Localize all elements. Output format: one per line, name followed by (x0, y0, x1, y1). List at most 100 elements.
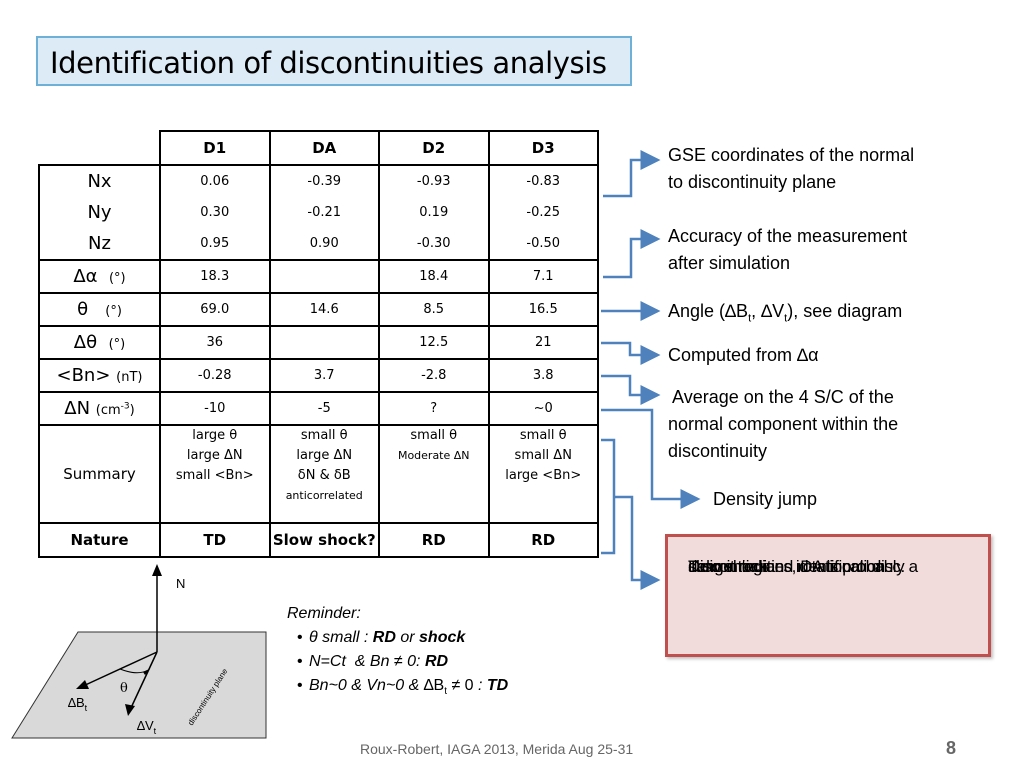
reminder-block: Reminder: θ small : RD or shock N=Ct & B… (287, 602, 508, 704)
nature-d2: RD (378, 522, 490, 558)
note-angle-sub1: t (748, 312, 752, 325)
arrow-accuracy (603, 229, 661, 279)
bn-unit: (nT) (116, 370, 143, 385)
cell-ny-da: -0.21 (268, 197, 380, 228)
summary-d1-line1: large θ (192, 428, 238, 443)
cell-dalpha-da (268, 260, 380, 294)
summary-da-line1: small θ (300, 428, 348, 443)
note-computed: Computed from ∆α (668, 345, 819, 365)
note-gse-line1: GSE coordinates of the normal (668, 145, 915, 165)
summary-d1-line3: small <Bn> (175, 468, 254, 483)
reminder-item2-b: RD (424, 653, 449, 670)
cell-bn-d1: -0.28 (159, 359, 271, 393)
reminder-item1-c: or (395, 629, 420, 646)
note-angle-suffix: ), see diagram (787, 301, 903, 321)
summary-d1-line2: large ΔN (186, 448, 243, 463)
note-angle-sub2: t (784, 312, 788, 325)
summary-d3-line1: small θ (519, 428, 567, 443)
discontinuity-table: D1 DA D2 D3 Nx 0.06 -0.39 -0.93 -0.83 Ny… (38, 130, 599, 558)
reminder-item2-a: N=Ct & Bn ≠ 0: (309, 653, 425, 670)
note-average-line2: normal component within the (668, 414, 899, 434)
page-number: 8 (946, 738, 957, 758)
identification-box: Discontinuities identification : Tangent… (665, 534, 991, 657)
cell-dalpha-d1: 18.3 (159, 260, 271, 294)
cell-theta-da: 14.6 (268, 293, 380, 327)
row-label-ny: Ny (38, 197, 161, 228)
reminder-item3-sub: t (444, 686, 447, 698)
header-empty-cell (39, 131, 160, 166)
row-label-dtheta: Δθ (°) (38, 326, 161, 360)
cell-dalpha-d2: 18.4 (378, 260, 490, 294)
row-ny: Ny 0.30 -0.21 0.19 -0.25 (38, 197, 599, 228)
cell-nz-d1: 0.95 (159, 228, 271, 261)
note-angle: Angle (∆Bt, ∆Vt), see diagram (668, 298, 902, 333)
row-bn: <Bn> (nT) -0.28 3.7 -2.8 3.8 (38, 359, 599, 393)
nature-da: Slow shock? (268, 522, 380, 558)
note-average: Average on the 4 S/C of the normal compo… (668, 384, 898, 465)
summary-da-line3: δN & δB (297, 468, 351, 483)
row-dalpha: Δα (°) 18.3 18.4 7.1 (38, 260, 599, 294)
cell-nz-da: 0.90 (268, 228, 380, 261)
header-d3: D3 (487, 130, 599, 166)
row-label-nature: Nature (38, 522, 161, 558)
cell-nx-d2: -0.93 (378, 165, 490, 197)
note-gse-line2: to discontinuity plane (668, 172, 837, 192)
row-label-nz: Nz (38, 228, 161, 261)
reminder-heading: Reminder: (287, 605, 361, 622)
summary-d2-line1: small θ (410, 428, 458, 443)
cell-bn-da: 3.7 (268, 359, 380, 393)
theta-symbol: θ (77, 299, 89, 320)
note-density: Density jump (713, 489, 818, 509)
summary-d3-line3: large <Bn> (505, 468, 582, 483)
summary-d3: small θ small ΔN large <Bn> (487, 425, 599, 523)
summary-da: small θ large ΔN δN & δB anticorrelated (268, 425, 380, 523)
row-nature: Nature TD Slow shock? RD RD (38, 522, 599, 558)
summary-d2-line2: Moderate ΔN (397, 449, 470, 462)
cell-dalpha-d3: 7.1 (487, 260, 599, 294)
cell-theta-d2: 8.5 (378, 293, 490, 327)
note-angle-mid: , ∆V (751, 301, 785, 321)
theta-unit: (°) (105, 304, 122, 319)
table-header-row: D1 DA D2 D3 (39, 130, 599, 166)
cell-theta-d3: 16.5 (487, 293, 599, 327)
row-label-dn: ΔN (cm-3) (38, 392, 161, 426)
cell-dtheta-d2: 12.5 (378, 326, 490, 360)
note-average-line3: discontinuity (668, 441, 768, 461)
cell-nz-d2: -0.30 (378, 228, 490, 261)
note-gse: GSE coordinates of the normal to discont… (668, 142, 914, 196)
arrow-identification (614, 495, 661, 590)
reminder-item1-d: shock (419, 629, 466, 646)
cell-nz-d3: -0.50 (487, 228, 599, 261)
identification-line1: Discontinuities identification : (688, 557, 894, 576)
row-label-bn: <Bn> (nT) (38, 359, 161, 393)
identification-line3: delimit regions, DA is probably a (688, 557, 918, 576)
row-label-dalpha: Δα (°) (38, 260, 161, 294)
arrow-average (601, 374, 661, 405)
cell-dtheta-d1: 36 (159, 326, 271, 360)
cell-dn-d1: -10 (159, 392, 271, 426)
row-label-summary: Summary (38, 425, 161, 523)
note-accuracy-line1: Accuracy of the measurement (668, 226, 908, 246)
row-label-theta: θ (°) (38, 293, 161, 327)
nature-d1: TD (159, 522, 271, 558)
row-summary: Summary large θ large ΔN small <Bn> smal… (38, 425, 599, 523)
cell-nx-da: -0.39 (268, 165, 380, 197)
summary-da-line2: large ΔN (296, 448, 353, 463)
bn-symbol: <Bn> (56, 365, 111, 386)
identification-line4: slow shock (688, 557, 768, 576)
dn-unit-text: (cm (95, 403, 121, 418)
dalpha-unit: (°) (108, 271, 126, 286)
bracket-summary (601, 438, 616, 555)
note-average-line1: Average on the 4 S/C of the (668, 387, 894, 407)
reminder-item3-d: : (478, 677, 487, 694)
cell-dtheta-d3: 21 (487, 326, 599, 360)
summary-d1: large θ large ΔN small <Bn> (159, 425, 271, 523)
note-accuracy-line2: after simulation (668, 253, 791, 273)
cell-nx-d1: 0.06 (159, 165, 271, 197)
row-dtheta: Δθ (°) 36 12.5 21 (38, 326, 599, 360)
row-label-nx: Nx (38, 165, 161, 197)
reminder-item1-b: RD (372, 629, 396, 646)
reminder-item1-a: θ small : (309, 629, 373, 646)
reminder-item3-c: ≠ 0 (447, 677, 479, 694)
cell-dn-d2: ? (378, 392, 490, 426)
